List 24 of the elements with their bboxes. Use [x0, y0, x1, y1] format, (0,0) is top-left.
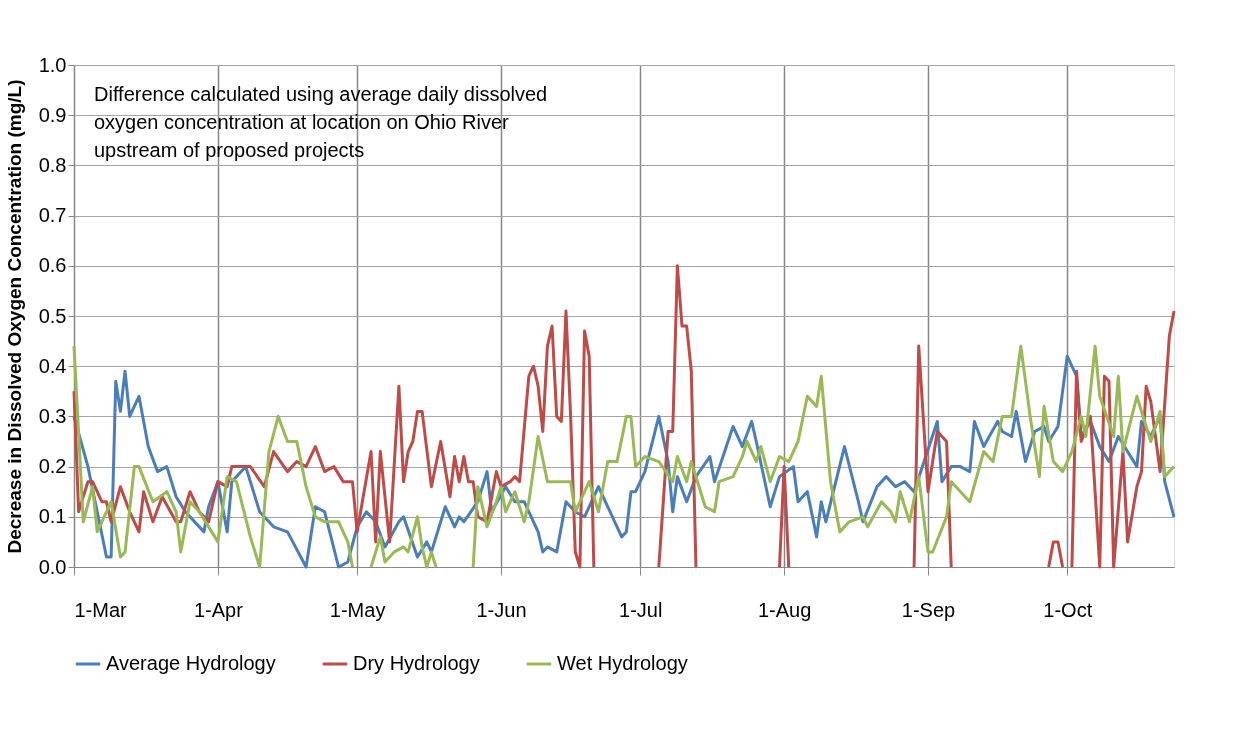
legend-label: Average Hydrology — [106, 652, 276, 674]
x-tick-label: 1-Jun — [476, 598, 527, 621]
x-tick-label: 1-Apr — [193, 598, 244, 621]
y-tick-label: 0.5 — [38, 304, 67, 327]
x-tick-label: 1-Mar — [74, 598, 128, 621]
legend-label: Wet Hydrology — [557, 652, 688, 674]
x-tick-label: 1-May — [329, 598, 386, 621]
y-tick-label: 0.9 — [38, 103, 67, 126]
x-tick-label: 1-Aug — [757, 598, 812, 621]
x-tick-label: 1-Jul — [619, 598, 663, 621]
y-tick-label: 0.6 — [38, 254, 67, 277]
y-axis-title: Decrease in Dissolved Oxygen Concentration (mg/L) — [3, 79, 25, 554]
y-tick-label: 0.7 — [38, 204, 67, 227]
annotation: Difference calculated using average daily dissolved oxygen concentration at location on Ohio River upstream of proposed projects — [94, 83, 548, 161]
y-tick-label: 0.3 — [38, 404, 67, 427]
x-tick-label: 1-Oct — [1043, 598, 1093, 621]
x-tick-label: 1-Sep — [901, 598, 956, 621]
legend-label: Dry Hydrology — [353, 652, 480, 674]
y-tick-label: 1.0 — [38, 53, 67, 76]
y-tick-label: 0.4 — [38, 354, 67, 377]
y-tick-label: 0.0 — [38, 555, 67, 578]
y-tick-label: 0.2 — [38, 455, 67, 478]
y-tick-label: 0.8 — [38, 153, 67, 176]
y-tick-label: 0.1 — [38, 505, 67, 528]
